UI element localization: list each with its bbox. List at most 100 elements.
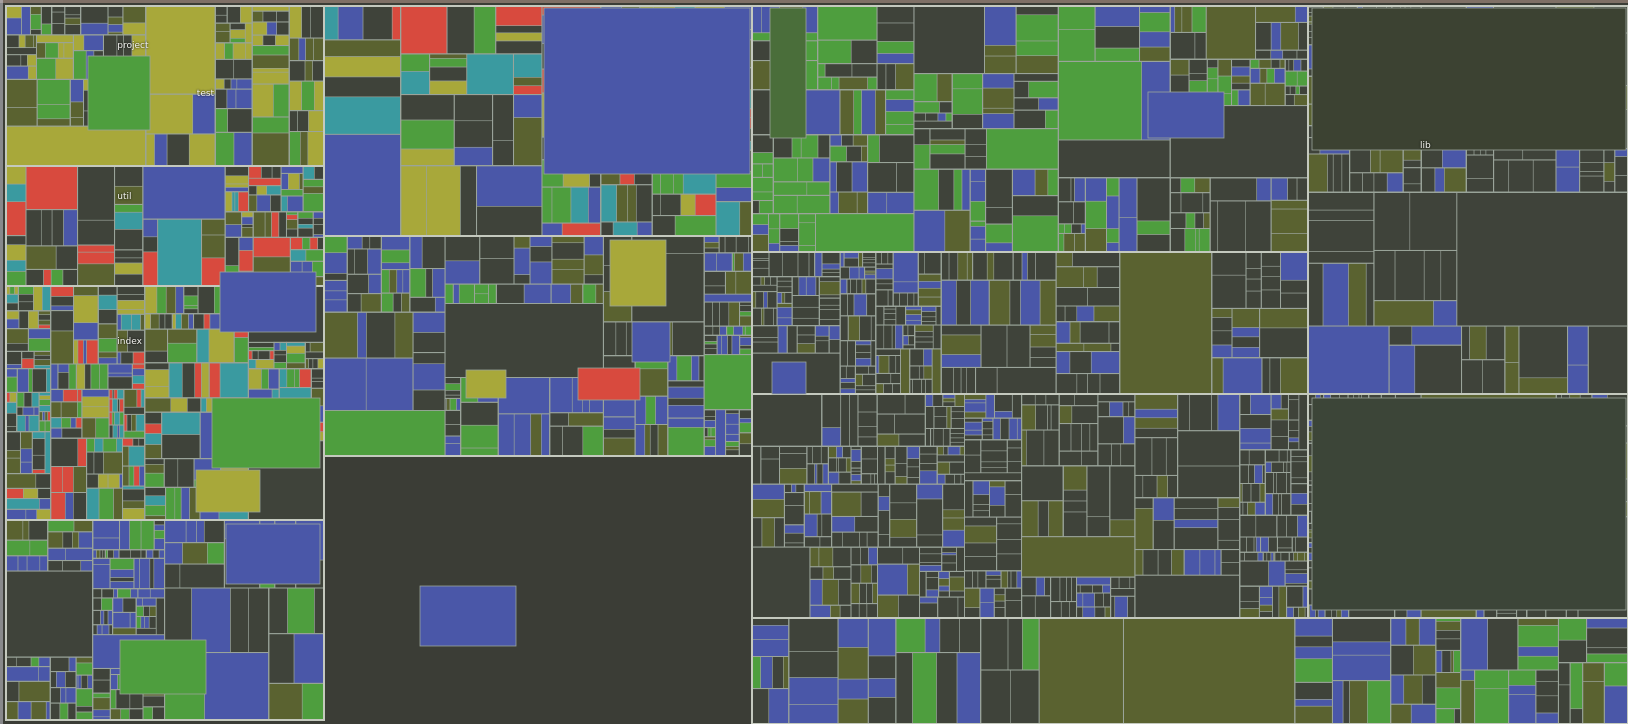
treemap-cell-2208 — [847, 293, 855, 317]
treemap-cell-1389 — [388, 269, 398, 294]
treemap-cell-941 — [75, 656, 93, 664]
treemap-cell-3628 — [1579, 148, 1605, 163]
treemap-cell-1565 — [698, 355, 705, 382]
treemap-cell-1518 — [562, 425, 584, 457]
treemap-cell-285 — [248, 165, 262, 179]
treemap-cell-3331 — [1558, 617, 1587, 641]
treemap-cell-2457 — [1211, 308, 1233, 318]
treemap-cell-2956 — [1060, 601, 1070, 619]
treemap-cell-1927 — [1070, 177, 1075, 203]
treemap-cell-2100 — [821, 268, 841, 274]
treemap-cell-899 — [65, 547, 93, 561]
treemap-cell-224 — [25, 165, 78, 211]
treemap-cell-704 — [158, 313, 166, 330]
treemap-cell-2817 — [1006, 461, 1022, 474]
treemap-cell-1812 — [984, 45, 1017, 57]
treemap-cell-362 — [301, 237, 311, 251]
treemap-cell-335 — [286, 228, 299, 238]
treemap-cell-2643 — [784, 532, 805, 544]
treemap-cell-2995 — [1151, 437, 1167, 476]
treemap-cell-609 — [111, 411, 115, 426]
treemap-cell-775 — [163, 458, 179, 488]
treemap-cell-2069 — [1209, 200, 1219, 253]
treemap-cell-792 — [174, 487, 182, 521]
treemap-cell-3138 — [1268, 536, 1278, 553]
treemap-cell-3116 — [1290, 477, 1309, 485]
treemap-cell-164 — [276, 21, 290, 36]
treemap-cell-3014 — [1134, 497, 1154, 509]
treemap-cell-2261 — [892, 281, 919, 294]
treemap-cell-478 — [20, 461, 33, 474]
treemap-cell-1648 — [703, 427, 709, 438]
treemap-cell-2303 — [895, 324, 904, 350]
treemap-cell-2408 — [1055, 287, 1088, 307]
treemap-cell-1710 — [876, 53, 915, 64]
treemap-cell-1226 — [541, 222, 563, 237]
treemap-cell-2433 — [1099, 373, 1121, 395]
treemap-cell-2428 — [1090, 351, 1121, 374]
treemap-cell-671 — [128, 465, 135, 487]
treemap-cell-1955 — [1136, 177, 1171, 222]
treemap-cell-2318 — [933, 324, 942, 350]
treemap-cell-1802 — [798, 213, 816, 224]
treemap-cell-3242 — [1022, 617, 1040, 671]
treemap-cell-2287 — [905, 306, 922, 311]
treemap-cell-1172 — [466, 53, 514, 95]
treemap-cell-2199 — [846, 278, 851, 295]
treemap-cell-3293 — [1441, 650, 1452, 673]
treemap-cell-2495 — [876, 393, 906, 415]
treemap-cell-2941 — [1021, 536, 1136, 578]
treemap-cell-881 — [5, 539, 31, 557]
treemap-cell-119 — [240, 5, 253, 24]
treemap-cell-1664 — [725, 446, 740, 451]
treemap-cell-676 — [122, 488, 146, 502]
treemap-cell-2131 — [776, 307, 793, 319]
treemap-cell-3100 — [1286, 461, 1292, 473]
treemap-cell-1386 — [381, 262, 411, 270]
treemap-cell-1442 — [529, 246, 553, 263]
treemap-cell-149 — [215, 108, 228, 133]
treemap-cell-202 — [288, 110, 298, 132]
treemap-cell-1650 — [710, 427, 717, 438]
treemap-cell-1178 — [400, 94, 455, 121]
treemap-cell-3006 — [1211, 393, 1219, 432]
treemap-cell-2794 — [964, 434, 983, 441]
treemap-cell-1221 — [541, 186, 553, 224]
treemap-cell-2613 — [959, 446, 965, 456]
treemap-cell-3056 — [1280, 393, 1289, 410]
treemap-cell-328 — [264, 211, 272, 238]
treemap-cell-2981 — [1110, 588, 1136, 597]
treemap-cell-668 — [128, 445, 146, 467]
treemap-cell-35 — [5, 34, 20, 49]
treemap-cell-1830 — [937, 112, 947, 122]
treemap-cell-894 — [62, 531, 73, 549]
treemap-cell-2576 — [850, 474, 862, 482]
treemap-cell-495 — [39, 498, 51, 510]
treemap-cell-2412 — [1064, 305, 1078, 323]
treemap-cell-3526 — [1434, 167, 1445, 193]
treemap-cell-1608 — [728, 301, 740, 327]
treemap-cell-1714 — [895, 63, 915, 91]
treemap-cell-2753 — [956, 546, 965, 572]
treemap-cell-1149 — [323, 96, 401, 135]
treemap-cell-2724 — [866, 582, 873, 604]
treemap-cell-2359 — [986, 251, 995, 281]
treemap-cell-1517 — [549, 425, 563, 457]
treemap-accent-12 — [1147, 91, 1225, 139]
treemap-cell-2600 — [906, 458, 920, 468]
treemap-cell-2135 — [791, 276, 800, 296]
treemap-cell-863 — [311, 377, 325, 382]
treemap-cell-903 — [80, 560, 93, 572]
treemap-cell-2637 — [795, 483, 805, 493]
treemap-cell-388 — [18, 285, 34, 295]
treemap-cell-1758 — [796, 195, 831, 214]
treemap-cell-566 — [132, 363, 146, 370]
treemap-cell-2918 — [1120, 443, 1136, 467]
treemap-cell-1627 — [703, 341, 718, 345]
treemap-cell-1391 — [402, 269, 411, 294]
treemap-cell-1797 — [779, 213, 799, 229]
treemap-cell-134 — [245, 42, 253, 60]
treemap-cell-105 — [145, 93, 194, 135]
treemap-cell-3147 — [1239, 551, 1245, 562]
treemap-cell-129 — [245, 22, 253, 44]
